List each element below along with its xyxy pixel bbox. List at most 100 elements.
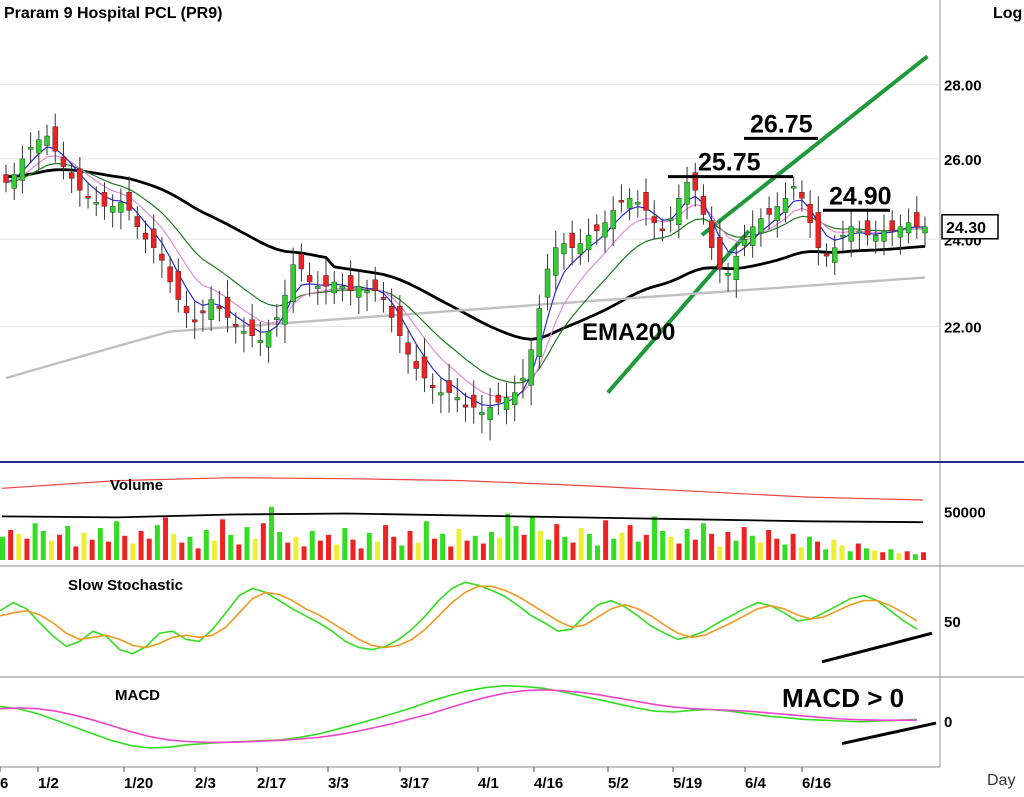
volume-bar	[171, 533, 177, 560]
stochastic-lines	[0, 581, 933, 664]
date-tick-label: 6/16	[802, 775, 831, 792]
candle	[758, 218, 764, 234]
volume-bar	[505, 513, 511, 560]
volume-bar	[888, 549, 894, 560]
candle	[454, 397, 460, 401]
resistance-label: 26.75	[750, 110, 813, 138]
stochastic-line	[0, 581, 918, 655]
candle	[397, 306, 403, 336]
candle	[815, 212, 822, 248]
volume-bar	[81, 532, 87, 560]
volume-bar	[863, 548, 869, 560]
volume-bar	[358, 548, 364, 560]
candle	[848, 226, 854, 242]
volume-bar	[179, 542, 185, 560]
candle	[889, 220, 895, 232]
volume-bar	[16, 533, 22, 560]
volume-bar	[668, 536, 674, 560]
candle	[68, 172, 75, 179]
candle	[167, 266, 173, 283]
volume-axis: 50000	[944, 505, 986, 522]
candle	[528, 349, 534, 386]
candle	[553, 247, 559, 276]
volume-bar	[798, 547, 804, 560]
volume-bar	[407, 530, 413, 560]
candle	[700, 196, 707, 215]
volume-bar	[717, 546, 723, 560]
volume-bar	[130, 543, 136, 560]
candle	[708, 220, 715, 248]
volume-ma-line	[1, 477, 924, 501]
candle	[249, 319, 255, 336]
candle	[298, 253, 305, 270]
trend-channel-upper	[700, 54, 929, 237]
candle	[799, 192, 805, 199]
volume-bar	[326, 534, 332, 560]
volume-bar	[513, 526, 519, 560]
candle	[85, 196, 91, 199]
volume-panel-title: Volume	[110, 477, 163, 494]
scale-label: Log	[993, 5, 1022, 22]
candle	[643, 192, 649, 211]
candle	[118, 202, 124, 213]
candle	[594, 224, 600, 232]
volume-bar	[896, 553, 902, 560]
candle	[134, 216, 140, 227]
candle	[216, 306, 223, 309]
overlay-line	[5, 162, 926, 384]
date-tick-label: 6/4	[745, 775, 767, 792]
volume-ma-line	[1, 512, 924, 524]
last-price-label: 24.30	[946, 220, 986, 237]
candle	[487, 407, 493, 420]
candle	[610, 210, 616, 230]
candle	[101, 192, 108, 207]
volume-bar	[440, 533, 446, 560]
candle	[667, 218, 674, 221]
volume-bar	[89, 539, 95, 560]
candle	[585, 234, 592, 250]
candle	[626, 198, 633, 209]
candle	[791, 186, 797, 189]
resistance-label: 25.75	[698, 149, 761, 177]
volume-bar	[374, 541, 380, 560]
candle	[126, 192, 132, 211]
price-gridlines	[0, 84, 940, 328]
volume-bar	[350, 539, 356, 560]
macd-line	[0, 684, 918, 749]
macd-tick-label: 0	[944, 714, 952, 731]
candle	[44, 135, 50, 146]
candle	[766, 208, 772, 215]
candle	[331, 281, 337, 294]
date-tick-label: 2/3	[195, 775, 216, 792]
candle	[438, 392, 444, 396]
volume-bar	[855, 543, 861, 560]
volume-bar	[643, 534, 649, 560]
candle	[676, 198, 682, 225]
candle	[807, 204, 813, 223]
volume-bar	[268, 506, 274, 560]
volume-bar	[252, 538, 258, 560]
candle	[561, 243, 567, 255]
volume-bar	[228, 534, 234, 560]
candle	[520, 377, 526, 381]
volume-bar	[619, 532, 625, 560]
candle	[183, 306, 190, 314]
volume-bar	[472, 535, 478, 560]
macd-lines	[0, 684, 937, 749]
volume-bar	[692, 539, 698, 560]
candle	[315, 286, 321, 289]
volume-bar	[586, 533, 592, 560]
candle	[873, 234, 879, 242]
volume-bar	[187, 536, 193, 560]
stochastic-trendline	[821, 631, 933, 664]
volume-bar	[260, 523, 266, 560]
volume-bar	[8, 529, 14, 560]
volume-bar	[749, 535, 755, 560]
candle	[774, 206, 781, 221]
candle	[914, 212, 920, 227]
volume-bar	[97, 528, 103, 560]
candle	[380, 297, 387, 300]
